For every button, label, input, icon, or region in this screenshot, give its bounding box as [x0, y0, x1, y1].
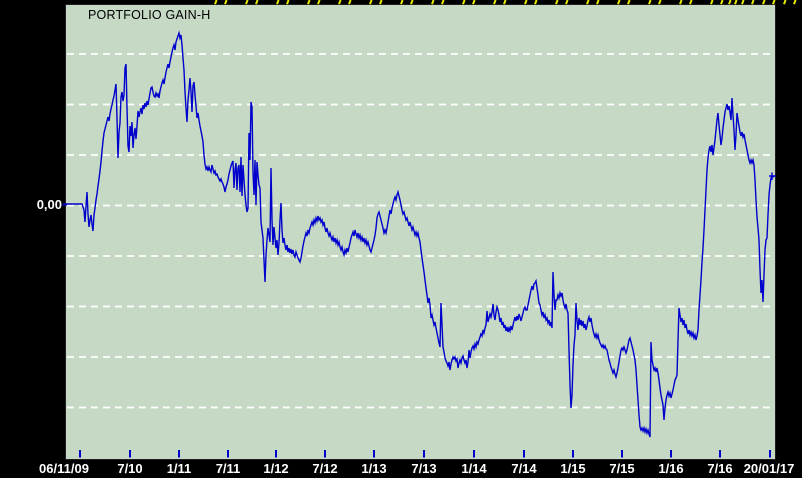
top-cropped-text-mark	[772, 0, 776, 5]
top-cropped-text-mark	[431, 0, 435, 5]
top-cropped-text-mark	[555, 0, 559, 5]
chart-title: PORTFOLIO GAIN-H	[88, 8, 211, 22]
x-axis-label: 7/15	[609, 461, 635, 476]
series-line	[65, 30, 776, 438]
x-axis-label: 1/16	[658, 461, 684, 476]
x-axis-label: 06/11/09	[39, 461, 89, 476]
top-cropped-text-mark	[617, 0, 621, 5]
top-cropped-text-mark	[400, 0, 404, 5]
top-cropped-text-mark	[472, 0, 476, 5]
top-cropped-text-mark	[565, 0, 569, 5]
top-cropped-text-mark	[586, 0, 590, 5]
top-cropped-text-mark	[493, 0, 497, 5]
top-cropped-text-mark	[648, 0, 652, 5]
top-cropped-text-mark	[276, 0, 280, 5]
x-axis-label: 20/01/17	[743, 461, 795, 476]
top-cropped-text-mark	[689, 0, 693, 5]
top-cropped-text-mark	[369, 0, 373, 5]
top-cropped-text-mark	[214, 0, 218, 5]
top-cropped-text-mark	[720, 0, 724, 5]
top-cropped-text-mark	[410, 0, 414, 5]
top-cropped-text-mark	[751, 0, 755, 5]
x-axis-label: 7/10	[117, 461, 143, 476]
top-cropped-text-mark	[224, 0, 228, 5]
top-cropped-text-mark	[348, 0, 352, 5]
top-cropped-text-mark	[317, 0, 321, 5]
x-axis-label: 1/13	[361, 461, 387, 476]
x-axis-label: 7/11	[215, 461, 241, 476]
y-axis-zero-label: 0,00	[36, 197, 62, 212]
x-axis-label: 1/15	[560, 461, 586, 476]
plot-area	[65, 4, 776, 460]
top-cropped-text-mark	[379, 0, 383, 5]
top-cropped-text-mark	[503, 0, 507, 5]
x-axis-label: 7/13	[411, 461, 437, 476]
top-cropped-text-mark	[679, 0, 683, 5]
top-cropped-text-mark	[728, 0, 732, 5]
top-cropped-text-mark	[741, 0, 745, 5]
top-cropped-text-mark	[658, 0, 662, 5]
top-cropped-text-mark	[596, 0, 600, 5]
x-axis-label: 1/14	[461, 461, 487, 476]
x-axis-label: 7/16	[707, 461, 733, 476]
top-cropped-text-mark	[441, 0, 445, 5]
x-axis-label: 1/11	[166, 461, 192, 476]
top-cropped-text-mark	[286, 0, 290, 5]
x-axis-label: 7/14	[511, 461, 537, 476]
top-cropped-text-mark	[783, 0, 787, 5]
top-cropped-text-mark	[255, 0, 259, 5]
top-cropped-text-mark	[524, 0, 528, 5]
top-cropped-text-mark	[710, 0, 714, 5]
top-cropped-text-mark	[762, 0, 766, 5]
top-cropped-text-mark	[734, 0, 738, 5]
top-cropped-text-mark	[245, 0, 249, 5]
top-cropped-text-mark	[307, 0, 311, 5]
top-cropped-text-mark	[793, 0, 797, 5]
top-cropped-text-mark	[534, 0, 538, 5]
x-axis-label: 1/12	[263, 461, 289, 476]
top-cropped-text-mark	[627, 0, 631, 5]
top-cropped-text-mark	[462, 0, 466, 5]
x-axis-label: 7/12	[312, 461, 338, 476]
top-cropped-text-mark	[338, 0, 342, 5]
